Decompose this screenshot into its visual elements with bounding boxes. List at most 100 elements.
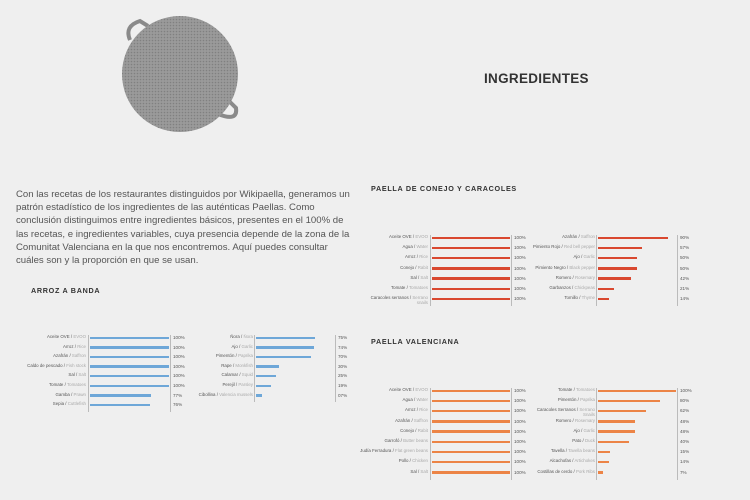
ingredient-name: Pimentón: [215, 353, 235, 359]
ingredient-name: Pimiento Rojo: [532, 244, 561, 250]
bar-value-label: 50%: [680, 255, 690, 261]
bar-label: Ñora / Ñora: [184, 334, 253, 340]
label-separator: /: [69, 391, 74, 397]
bar-1-0-1: [432, 246, 510, 250]
bar-label: Tavella / Tavella beans: [526, 448, 595, 454]
bar-value-label: 100%: [514, 255, 526, 261]
ingredient-name-english: Salt: [78, 372, 86, 378]
ingredient-name: Sepia: [52, 401, 65, 407]
label-separator: /: [73, 343, 78, 349]
bar-value-label: 100%: [173, 335, 185, 340]
ingredient-name: Arroz: [63, 343, 74, 349]
bar-value-label: 100%: [514, 235, 526, 240]
bar-value-label: 07%: [338, 392, 348, 398]
label-separator: /: [68, 353, 72, 359]
bar-1-0-2: [432, 256, 510, 260]
bar-value-label: 100%: [173, 363, 185, 369]
ingredient-name-english: Tavella beans: [568, 448, 595, 454]
bar-1-0-6: [432, 297, 510, 301]
chart-axis-line: [88, 335, 89, 412]
label-separator: /: [238, 372, 242, 378]
bar-2-1-3: [598, 420, 636, 423]
label-separator: /: [74, 372, 79, 378]
bar-value-label: 100%: [680, 388, 692, 393]
ingredient-name: Tomate: [48, 382, 64, 387]
bar-label: Cibollina / Valencia mussels: [184, 392, 253, 398]
ingredient-name-english: Tomatoes: [408, 285, 428, 290]
ingredient-name-english: Rabit: [417, 264, 428, 270]
ingredient-name: Pollo: [398, 458, 409, 464]
bar-2-1-6: [598, 450, 610, 454]
bar-label: Tomate / Tomatoes: [360, 285, 428, 291]
bar-label: Pimiento Negro / Black pepper: [526, 265, 595, 271]
bar-label: Tomillo / Thyme: [526, 295, 595, 301]
ingredient-name: Ajo: [573, 254, 580, 260]
bar-1-0-5: [432, 287, 510, 290]
ingredient-name: Romero: [555, 274, 572, 280]
bar-value-label: 48%: [680, 428, 690, 434]
bar-label: Caracoles Serranos / Serrano Snails: [526, 407, 595, 418]
ingredient-name: Azafrán: [562, 234, 578, 239]
bar-0-0-7: [90, 403, 151, 407]
bar-value-label: 7%: [680, 469, 687, 475]
bar-label: Azafrán / Saffron: [18, 353, 86, 359]
ingredient-name: Azafrán: [395, 417, 411, 423]
bar-2-1-4: [598, 430, 636, 433]
bar-2-0-4: [432, 430, 510, 433]
ingredient-name: Aceite OVE: [388, 387, 412, 392]
bar-value-label: 62%: [680, 408, 690, 414]
bar-value-label: 40%: [680, 439, 690, 444]
ingredient-name: Arroz: [405, 254, 416, 260]
bar-1-0-3: [432, 267, 510, 270]
label-separator: /: [237, 343, 242, 349]
chart-max-line: [511, 388, 512, 480]
label-separator: /: [416, 468, 421, 474]
ingredient-name: Tomate: [390, 285, 406, 290]
bar-label: Ajo / Garlic: [184, 343, 254, 350]
bar-0-0-6: [90, 394, 151, 397]
ingredient-name-english: Salt: [420, 274, 428, 280]
ingredient-name-english: Fish stock: [66, 362, 86, 368]
bar-value-label: 100%: [514, 439, 526, 444]
ingredient-name: Pimentón: [557, 397, 577, 403]
label-separator: /: [234, 353, 239, 359]
bar-label: Gamba / Prawn: [18, 391, 86, 398]
ingredient-name: Aceite OVE: [388, 234, 412, 239]
bar-value-label: 74%: [338, 344, 348, 350]
bar-value-label: 100%: [514, 286, 526, 291]
bar-value-label: 48%: [680, 418, 690, 424]
bar-0-1-0: [256, 336, 315, 339]
label-separator: /: [415, 254, 420, 260]
ingredient-name: Romero: [555, 417, 572, 423]
ingredient-name: Agua: [402, 244, 413, 250]
chart-axis-line: [596, 235, 597, 307]
label-separator: /: [575, 407, 580, 413]
bar-value-label: 100%: [514, 398, 526, 404]
bar-value-label: 100%: [514, 388, 526, 393]
bar-label: Conejo / Rabit: [360, 427, 428, 434]
ingredient-name: Sal: [410, 468, 417, 474]
bar-2-1-1: [598, 399, 661, 403]
chart-title-paella-valenciana: PAELLA VALENCIANA: [371, 337, 460, 346]
bar-label: Ajo / Garlic: [526, 428, 596, 434]
bar-2-0-1: [432, 399, 510, 403]
bar-label: Sal / Salt: [360, 468, 428, 475]
bar-label: Arroz / Rice: [360, 254, 428, 260]
bar-label: Caldo de pescado / Fish stock: [18, 362, 86, 369]
bar-2-1-7: [598, 460, 609, 464]
ingredient-name: Azafrán: [53, 353, 69, 359]
bar-value-label: 14%: [680, 296, 690, 302]
bar-label: Arroz / Rice: [360, 407, 428, 413]
ingredient-name: Tomillo: [564, 295, 578, 301]
bar-label: Aceite OVE / EVOO: [360, 234, 428, 240]
ingredient-name-english: Red bell pepper: [563, 244, 595, 250]
ingredient-name: Conejo: [400, 427, 415, 433]
bar-value-label: 100%: [514, 449, 526, 455]
chart-max-line: [677, 388, 678, 480]
bar-1-0-0: [432, 236, 510, 239]
bar-value-label: 100%: [173, 373, 185, 379]
bar-value-label: 14%: [680, 459, 690, 465]
bar-value-label: 80%: [680, 398, 690, 404]
bar-1-1-5: [598, 287, 615, 290]
ingredient-name-english: Water: [416, 244, 428, 250]
